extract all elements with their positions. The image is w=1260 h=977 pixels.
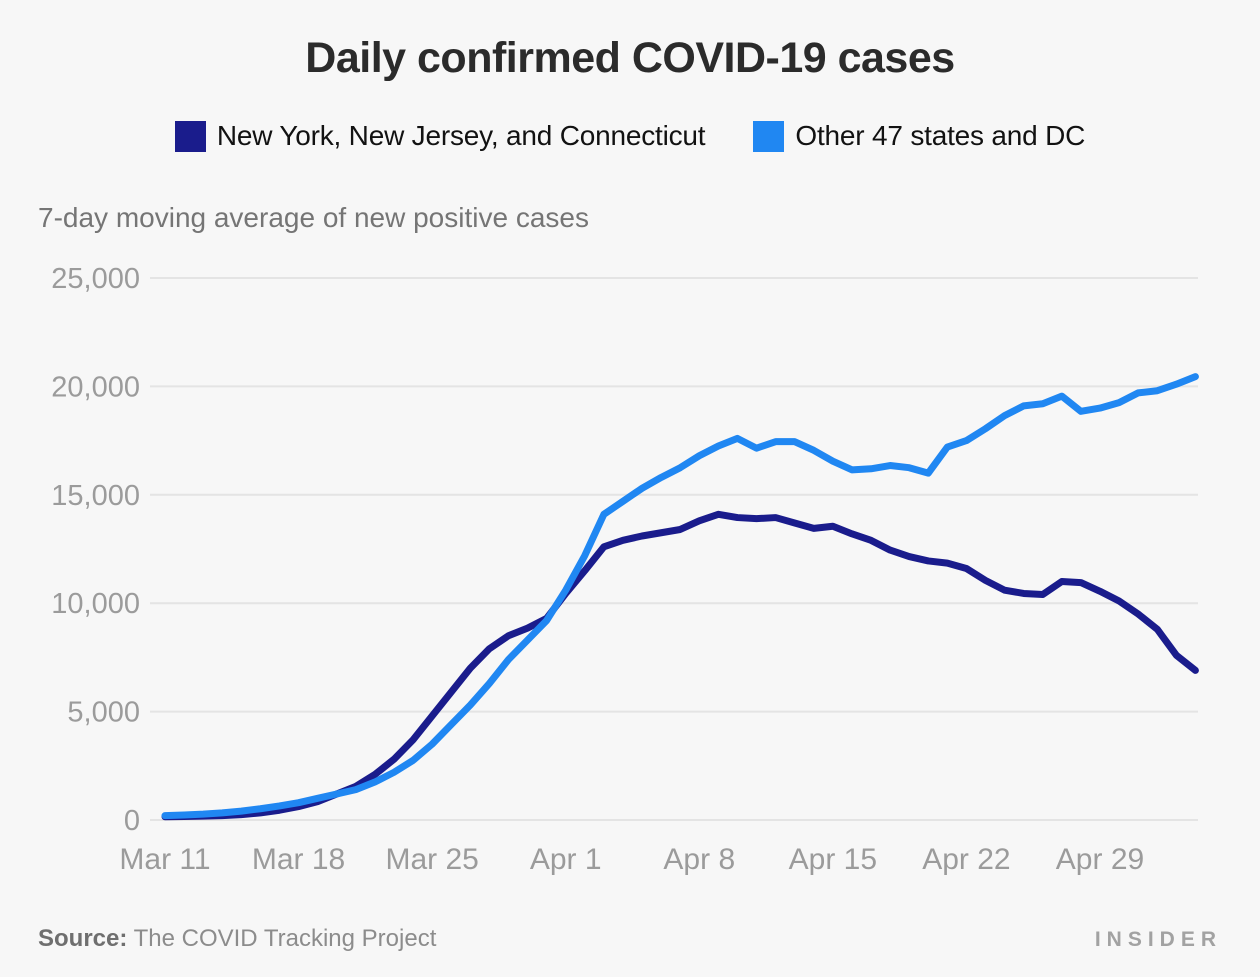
x-axis-tick-label: Apr 22 xyxy=(922,843,1010,876)
legend-item-other-states: Other 47 states and DC xyxy=(753,120,1085,152)
x-axis-tick-label: Apr 15 xyxy=(789,843,877,876)
x-axis-tick-label: Mar 25 xyxy=(385,843,478,876)
y-axis-tick-label: 25,000 xyxy=(51,263,140,295)
insider-logo: INSIDER xyxy=(1094,928,1222,951)
series-line-other-states xyxy=(161,373,1199,820)
series-line-nynjct xyxy=(161,510,1199,821)
legend-label-other-states: Other 47 states and DC xyxy=(795,120,1086,151)
legend-label-nynjct: New York, New Jersey, and Connecticut xyxy=(216,120,706,151)
chart-title: Daily confirmed COVID-19 cases xyxy=(305,34,955,82)
legend-item-nynjct: New York, New Jersey, and Connecticut xyxy=(174,120,706,152)
x-axis-tick-label: Apr 8 xyxy=(663,843,735,876)
source-credit: Source: The COVID Tracking Project xyxy=(38,925,436,953)
legend-swatch-other-states xyxy=(753,120,785,152)
x-axis-tick-label: Mar 11 xyxy=(119,843,210,876)
chart-subtitle: 7-day moving average of new positive cas… xyxy=(38,202,589,233)
x-axis-tick-label: Apr 29 xyxy=(1056,843,1144,876)
y-axis-tick-label: 10,000 xyxy=(51,588,140,620)
source-label: Source: xyxy=(38,925,128,952)
source-text: The COVID Tracking Project xyxy=(133,925,437,952)
y-axis-tick-label: 20,000 xyxy=(51,371,140,403)
y-axis-tick-label: 15,000 xyxy=(51,480,140,512)
legend-swatch-nynjct xyxy=(174,120,206,152)
y-axis-tick-label: 5,000 xyxy=(67,697,140,729)
x-axis-tick-label: Apr 1 xyxy=(530,843,602,876)
legend: New York, New Jersey, and Connecticut Ot… xyxy=(0,120,1260,152)
x-axis-tick-label: Mar 18 xyxy=(252,843,345,876)
y-axis-tick-label: 0 xyxy=(124,805,140,837)
